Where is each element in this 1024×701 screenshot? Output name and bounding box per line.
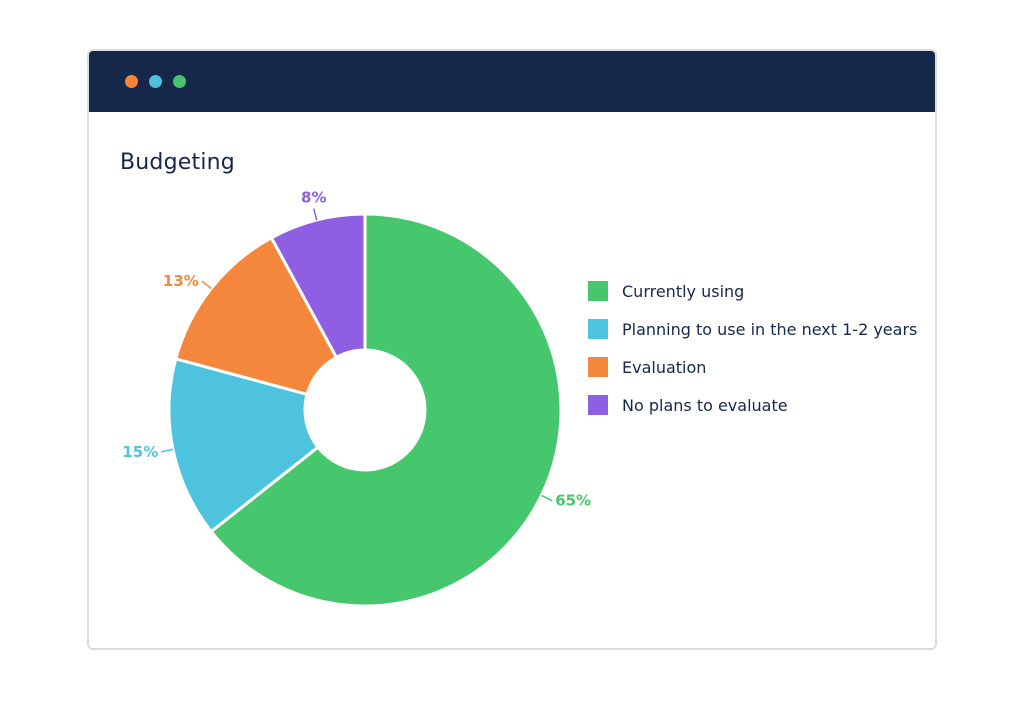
- pie-slice: [209, 212, 563, 608]
- pie-slice: [167, 356, 321, 534]
- legend-label: Evaluation: [622, 357, 707, 377]
- legend-swatch: [588, 281, 608, 301]
- window-titlebar: [89, 51, 935, 112]
- slice-percent-label: 8%: [301, 188, 326, 206]
- legend-item: Evaluation: [588, 357, 917, 377]
- label-leader-line: [201, 280, 212, 290]
- pie-chart: 65% 15% 13% 8%: [122, 188, 591, 608]
- chart-title: Budgeting: [120, 150, 235, 175]
- slice-percent-label: 65%: [555, 492, 591, 510]
- chart-legend: Currently using Planning to use in the n…: [588, 281, 917, 433]
- legend-label: Planning to use in the next 1-2 years: [622, 319, 918, 339]
- legend-label: No plans to evaluate: [622, 395, 788, 415]
- legend-label: Currently using: [622, 281, 745, 301]
- legend-item: No plans to evaluate: [588, 395, 917, 415]
- pie-slice: [173, 235, 339, 397]
- label-leader-line: [313, 208, 318, 221]
- legend-item: Planning to use in the next 1-2 years: [588, 319, 917, 339]
- legend-swatch: [588, 395, 608, 415]
- app-window: Budgeting 65% 15% 13% 8% Currently using Pl…: [87, 49, 937, 650]
- window-dot-blue[interactable]: [149, 75, 162, 88]
- legend-swatch: [588, 357, 608, 377]
- window-dot-orange[interactable]: [125, 75, 138, 88]
- slice-percent-label: 15%: [122, 443, 158, 461]
- label-leader-line: [161, 448, 174, 453]
- pie-slice: [269, 212, 367, 360]
- legend-item: Currently using: [588, 281, 917, 301]
- window-dot-green[interactable]: [173, 75, 186, 88]
- legend-swatch: [588, 319, 608, 339]
- slice-percent-label: 13%: [163, 272, 199, 290]
- label-leader-line: [541, 494, 553, 502]
